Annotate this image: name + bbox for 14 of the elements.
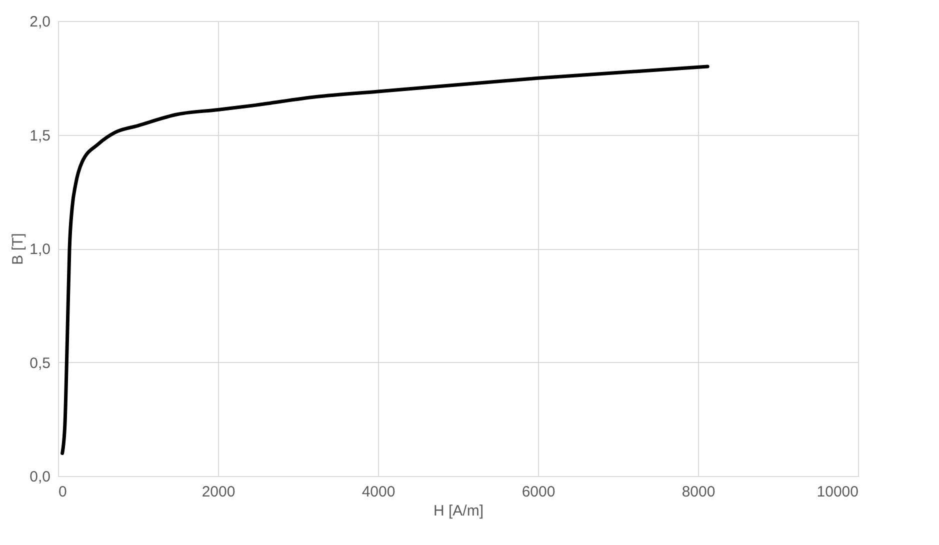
y-tick-label: 2,0 bbox=[30, 14, 50, 30]
y-tick-label: 0,5 bbox=[30, 354, 50, 372]
x-tick-label: 4000 bbox=[362, 484, 396, 500]
x-tick-label: 2000 bbox=[202, 484, 236, 500]
y-tick-label: 0,0 bbox=[30, 468, 50, 486]
x-axis-title: H [A/m] bbox=[433, 502, 484, 520]
x-tick-label: 8000 bbox=[682, 484, 716, 500]
x-tick-label: 10000 bbox=[816, 484, 858, 500]
y-tick-label: 1,0 bbox=[30, 241, 50, 258]
y-tick-label: 1,5 bbox=[30, 127, 50, 144]
y-axis-title: B [T] bbox=[10, 233, 27, 265]
x-tick-label: 0 bbox=[58, 484, 67, 500]
line-series bbox=[60, 64, 710, 455]
x-tick-label: 6000 bbox=[522, 484, 556, 500]
